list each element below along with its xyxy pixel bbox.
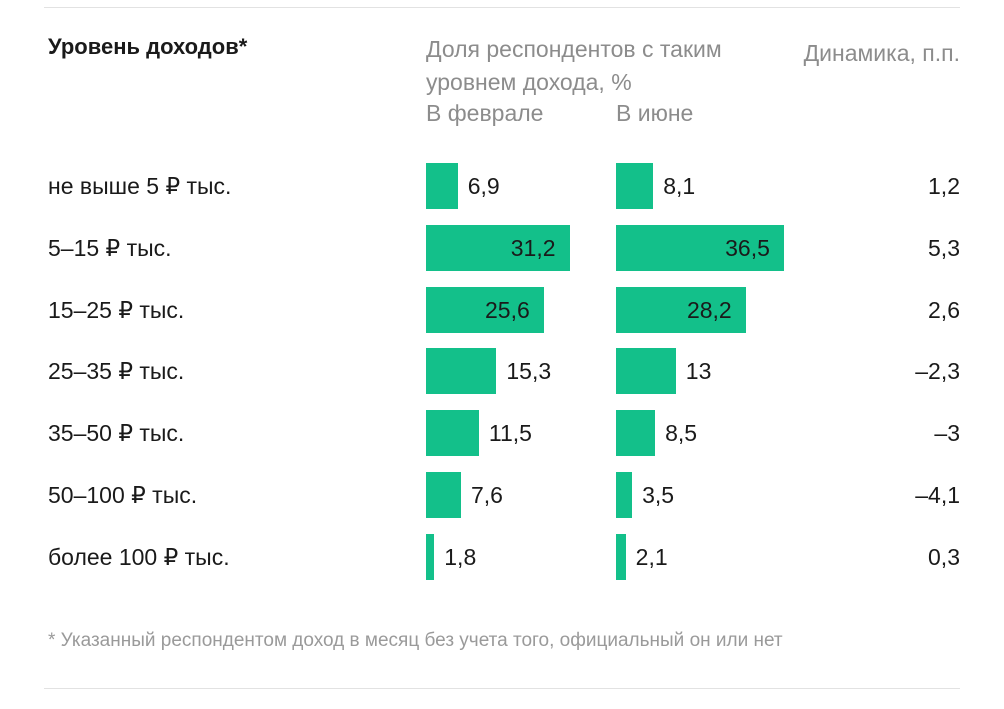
dynamics-value: 5,3 — [928, 234, 960, 261]
dynamics-column-header: Динамика, п.п. — [803, 40, 960, 66]
february-bar — [426, 163, 458, 209]
february-value-label: 25,6 — [484, 296, 530, 323]
february-bar — [426, 224, 570, 271]
dynamics-value: 2,6 — [928, 296, 960, 323]
table-row: 5–15 ₽ тыс. 31,2 36,5 5,3 — [0, 224, 1004, 271]
june-value-label: 8,5 — [665, 420, 698, 447]
february-bar — [426, 286, 544, 333]
table-row: 25–35 ₽ тыс. 15,3 13 –2,3 — [0, 348, 1004, 395]
february-value-label: 7,6 — [470, 482, 503, 508]
dynamics-value: –4,1 — [915, 482, 960, 508]
dynamics-value: –2,3 — [915, 358, 960, 385]
february-value-label: 15,3 — [506, 358, 552, 385]
june-bar — [616, 286, 746, 333]
dynamics-value: –3 — [934, 420, 960, 447]
table-row: 15–25 ₽ тыс. 25,6 28,2 2,6 — [0, 286, 1004, 333]
top-divider — [44, 7, 960, 8]
table-row: не выше 5 ₽ тыс. 6,9 8,1 1,2 — [0, 163, 1004, 209]
dynamics-value: 0,3 — [928, 543, 960, 570]
june-bar — [616, 348, 676, 395]
february-bar — [426, 533, 435, 580]
table-row: 35–50 ₽ тыс. 11,5 8,5 –3 — [0, 410, 1004, 457]
income-category-label: более 100 ₽ тыс. — [48, 543, 230, 570]
income-category-label: 5–15 ₽ тыс. — [48, 234, 172, 261]
bottom-divider — [44, 688, 960, 689]
february-value-label: 31,2 — [510, 234, 556, 261]
june-subheader: В июне — [616, 100, 694, 126]
dynamics-value: 1,2 — [928, 173, 960, 199]
february-value-label: 6,9 — [467, 173, 500, 199]
february-value-label: 1,8 — [444, 543, 477, 570]
june-value-label: 8,1 — [663, 173, 696, 199]
income-category-label: 15–25 ₽ тыс. — [48, 296, 185, 323]
income-category-label: не выше 5 ₽ тыс. — [48, 173, 232, 199]
table-row: 50–100 ₽ тыс. 7,6 3,5 –4,1 — [0, 472, 1004, 518]
february-bar — [426, 410, 479, 457]
june-value-label: 3,5 — [642, 482, 675, 508]
june-bar — [616, 224, 784, 271]
share-column-header: Доля респондентов с таким уровнем дохода… — [426, 36, 722, 95]
income-column-header: Уровень доходов* — [48, 34, 248, 59]
income-category-label: 25–35 ₽ тыс. — [48, 358, 185, 385]
february-value-label: 11,5 — [488, 420, 532, 447]
june-value-label: 2,1 — [635, 543, 668, 570]
june-value-label: 13 — [685, 358, 712, 385]
february-bar — [426, 472, 461, 518]
june-value-label: 28,2 — [686, 296, 732, 323]
income-category-label: 35–50 ₽ тыс. — [48, 420, 185, 447]
table-row: более 100 ₽ тыс. 1,8 2,1 0,3 — [0, 533, 1004, 580]
february-bar — [426, 348, 497, 395]
february-subheader: В феврале — [426, 100, 544, 126]
income-category-label: 50–100 ₽ тыс. — [48, 482, 198, 508]
june-bar — [616, 163, 654, 209]
footnote: * Указанный респондентом доход в месяц б… — [48, 630, 783, 651]
june-value-label: 36,5 — [725, 234, 770, 261]
june-bar — [616, 410, 656, 457]
june-bar — [616, 533, 626, 580]
june-bar — [616, 472, 633, 518]
